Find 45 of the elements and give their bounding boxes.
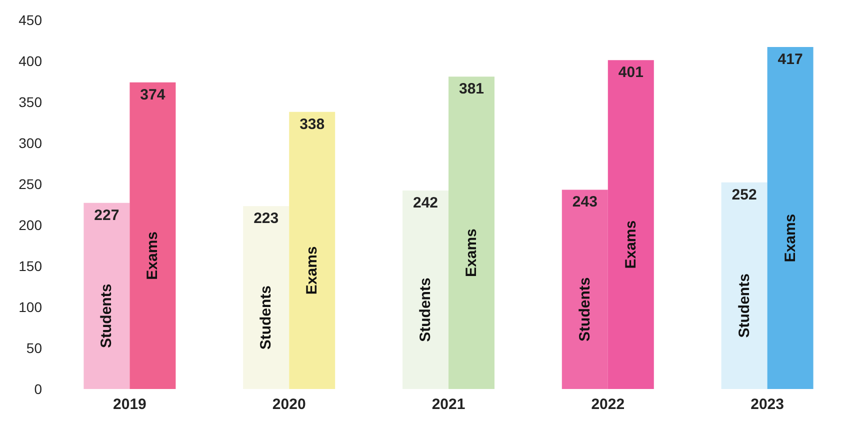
y-tick-label: 50 xyxy=(26,340,42,356)
x-tick-label: 2020 xyxy=(272,396,306,413)
bar xyxy=(243,206,290,389)
data-label: 223 xyxy=(254,210,279,228)
bar xyxy=(767,47,814,389)
text: Exams xyxy=(304,246,321,295)
bar xyxy=(562,190,608,389)
bar xyxy=(84,202,130,389)
bar xyxy=(402,190,448,389)
data-label: 401 xyxy=(618,64,644,82)
text: Students xyxy=(417,278,434,342)
data-label: 417 xyxy=(778,51,803,68)
data-label: 252 xyxy=(732,186,757,204)
text: Students xyxy=(736,274,753,338)
bar xyxy=(289,112,336,389)
data-label: 381 xyxy=(458,80,484,98)
bar xyxy=(130,82,176,389)
y-tick-label: 100 xyxy=(18,299,42,315)
x-tick-label: 2021 xyxy=(432,396,466,413)
series-label: Students xyxy=(98,284,116,348)
data-label: 243 xyxy=(572,194,598,211)
text: Students xyxy=(576,277,594,342)
y-tick-label: 350 xyxy=(18,94,42,110)
data-label: 374 xyxy=(140,86,166,104)
data-label: 242 xyxy=(412,194,438,212)
y-tick-label: 400 xyxy=(18,53,42,69)
y-tick-label: 0 xyxy=(34,381,42,397)
text: Exams xyxy=(622,220,640,269)
y-tick-label: 150 xyxy=(18,258,42,274)
text: Exams xyxy=(463,228,480,277)
y-tick-label: 300 xyxy=(18,135,42,151)
text: Students xyxy=(258,285,275,350)
text: Exams xyxy=(782,214,799,262)
data-label: 227 xyxy=(94,206,120,224)
y-tick-label: 200 xyxy=(18,217,42,233)
bar xyxy=(448,76,494,389)
series-label: Exams xyxy=(144,231,162,280)
y-tick-label: 450 xyxy=(18,12,42,28)
x-tick-label: 2023 xyxy=(750,396,784,413)
x-tick-label: 2022 xyxy=(591,396,625,413)
bar xyxy=(721,182,768,389)
y-tick-label: 250 xyxy=(18,176,42,192)
x-tick-label: 2019 xyxy=(113,396,146,413)
bar xyxy=(608,60,654,389)
data-label: 338 xyxy=(300,116,325,133)
